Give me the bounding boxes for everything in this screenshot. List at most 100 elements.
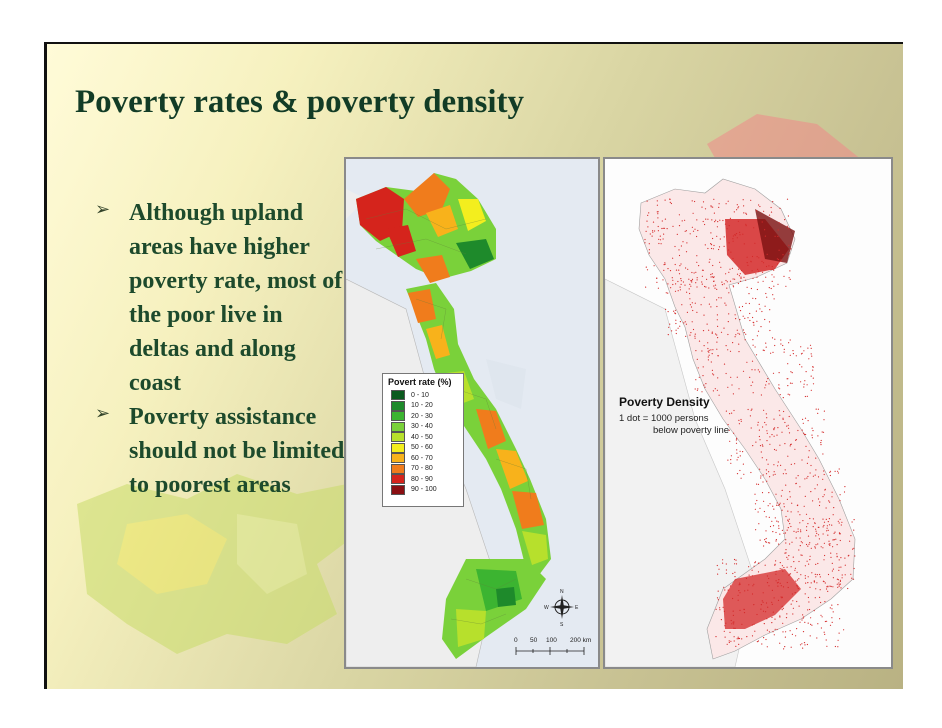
- poverty-dot: [734, 563, 736, 565]
- poverty-dot: [779, 642, 781, 644]
- poverty-dot: [829, 543, 831, 545]
- poverty-dot: [723, 327, 725, 329]
- poverty-dot: [729, 413, 731, 415]
- poverty-dot: [689, 298, 691, 300]
- poverty-dot: [738, 343, 740, 345]
- poverty-dot: [680, 280, 682, 282]
- poverty-dot: [780, 339, 782, 341]
- poverty-dot: [709, 258, 711, 260]
- poverty-dot: [801, 459, 803, 461]
- poverty-dot: [696, 358, 698, 360]
- poverty-dot: [832, 577, 834, 579]
- scale-label: 100: [546, 637, 557, 644]
- poverty-dot: [760, 608, 762, 610]
- poverty-dot: [797, 588, 799, 590]
- poverty-dot: [688, 288, 690, 290]
- poverty-dot: [732, 278, 734, 280]
- poverty-dot: [736, 473, 739, 475]
- poverty-dot: [779, 388, 781, 390]
- poverty-dot: [804, 380, 806, 382]
- poverty-dot: [847, 587, 849, 590]
- poverty-dot: [850, 573, 852, 575]
- poverty-dot: [685, 335, 687, 337]
- poverty-dot: [710, 243, 712, 245]
- poverty-dot: [735, 318, 737, 320]
- poverty-dot: [737, 636, 739, 638]
- poverty-dot: [664, 199, 666, 201]
- poverty-dot: [780, 260, 782, 262]
- poverty-dot: [774, 427, 776, 429]
- poverty-dot: [754, 630, 756, 632]
- slide-title: Poverty rates & poverty density: [75, 84, 525, 120]
- poverty-dot: [824, 554, 826, 557]
- poverty-dot: [816, 484, 818, 486]
- poverty-dot: [761, 457, 763, 459]
- poverty-dot: [716, 305, 718, 308]
- poverty-dot: [831, 608, 833, 610]
- poverty-dot: [748, 302, 750, 305]
- poverty-dot: [667, 292, 669, 294]
- poverty-dot: [839, 579, 841, 581]
- poverty-dot: [701, 283, 703, 285]
- poverty-dot: [703, 296, 705, 298]
- poverty-dot: [798, 549, 800, 551]
- poverty-dot: [800, 529, 802, 531]
- poverty-dot: [789, 394, 791, 396]
- poverty-dot: [797, 475, 799, 477]
- poverty-dot: [813, 610, 815, 612]
- poverty-dot: [823, 494, 825, 496]
- poverty-dot: [743, 608, 745, 611]
- poverty-dot: [799, 514, 801, 516]
- poverty-dot: [725, 569, 727, 571]
- poverty-dot: [801, 619, 803, 621]
- poverty-dot: [823, 542, 825, 544]
- poverty-dot: [727, 386, 729, 388]
- poverty-dot: [795, 531, 797, 533]
- poverty-dot: [779, 615, 781, 617]
- poverty-dot: [679, 325, 681, 327]
- poverty-dot: [795, 483, 797, 485]
- poverty-dot: [807, 545, 809, 547]
- poverty-dot: [758, 523, 760, 525]
- poverty-dot: [769, 309, 771, 311]
- poverty-dot: [787, 510, 789, 512]
- poverty-dot: [723, 363, 726, 365]
- poverty-dot: [786, 498, 788, 500]
- poverty-dot: [828, 543, 830, 545]
- poverty-dot: [815, 588, 817, 590]
- poverty-dot: [783, 348, 785, 350]
- poverty-dot: [657, 287, 659, 289]
- poverty-dot: [780, 343, 782, 345]
- poverty-dot: [784, 219, 786, 221]
- poverty-dot: [652, 221, 655, 223]
- poverty-dot: [720, 266, 722, 268]
- poverty-dot: [713, 212, 715, 214]
- poverty-dot: [671, 330, 673, 332]
- poverty-dot: [765, 384, 767, 386]
- poverty-dot: [769, 329, 771, 332]
- poverty-dot: [738, 306, 740, 308]
- poverty-dot: [809, 542, 811, 544]
- poverty-dot: [691, 278, 694, 280]
- poverty-dot: [729, 217, 731, 219]
- poverty-dot: [829, 470, 832, 472]
- poverty-dot: [761, 310, 763, 313]
- poverty-dot: [812, 377, 814, 379]
- poverty-dot: [716, 348, 718, 350]
- poverty-dot: [727, 424, 729, 426]
- poverty-dot: [656, 211, 658, 213]
- scale-bar: 0 50 100 200 km: [514, 637, 594, 663]
- poverty-dot: [690, 285, 692, 287]
- poverty-dot: [765, 537, 767, 540]
- poverty-dot: [692, 328, 695, 331]
- poverty-dot: [738, 275, 740, 277]
- poverty-dot: [807, 609, 809, 611]
- poverty-dot: [836, 578, 838, 580]
- poverty-dot: [744, 339, 746, 341]
- poverty-dot: [729, 280, 732, 282]
- poverty-dot: [691, 302, 693, 304]
- poverty-dot: [774, 563, 776, 565]
- poverty-dot: [820, 614, 822, 616]
- poverty-dot: [723, 236, 725, 238]
- poverty-dot: [664, 262, 666, 264]
